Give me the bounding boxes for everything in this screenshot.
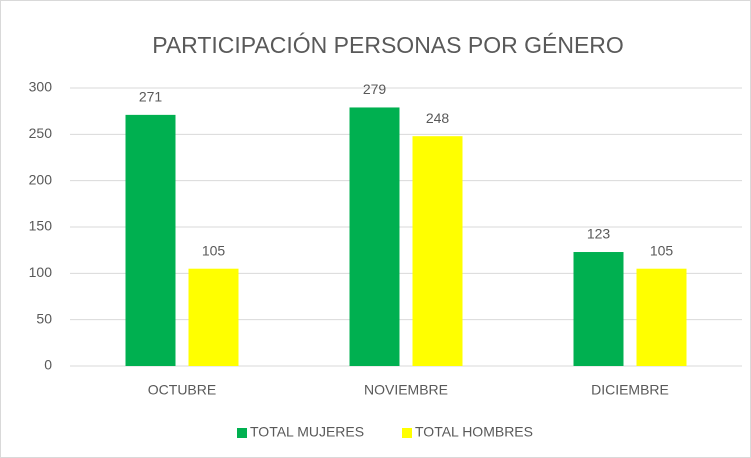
x-tick-label: DICIEMBRE — [591, 382, 669, 398]
bar — [412, 136, 463, 366]
chart-title: PARTICIPACIÓN PERSONAS POR GÉNERO — [152, 32, 624, 58]
bar — [125, 114, 176, 366]
legend-swatch — [237, 428, 247, 438]
y-tick-label: 0 — [44, 357, 52, 373]
x-tick-label: NOVIEMBRE — [364, 382, 448, 398]
data-label: 248 — [426, 110, 450, 126]
legend-label: TOTAL HOMBRES — [415, 424, 533, 440]
x-tick-label: OCTUBRE — [148, 382, 216, 398]
y-tick-label: 50 — [36, 310, 52, 326]
bar — [349, 107, 400, 367]
data-label: 123 — [587, 226, 611, 242]
data-label: 105 — [650, 242, 674, 258]
data-label: 279 — [363, 81, 387, 97]
y-tick-label: 200 — [29, 171, 53, 187]
bar — [573, 252, 624, 366]
y-tick-label: 100 — [29, 264, 53, 280]
data-label: 105 — [202, 242, 226, 258]
legend-label: TOTAL MUJERES — [250, 424, 364, 440]
bar — [636, 268, 687, 366]
bar — [188, 268, 239, 366]
y-tick-label: 150 — [29, 218, 53, 234]
legend-swatch — [402, 428, 412, 438]
y-tick-label: 300 — [29, 79, 53, 95]
data-label: 271 — [139, 89, 163, 105]
y-tick-label: 250 — [29, 125, 53, 141]
